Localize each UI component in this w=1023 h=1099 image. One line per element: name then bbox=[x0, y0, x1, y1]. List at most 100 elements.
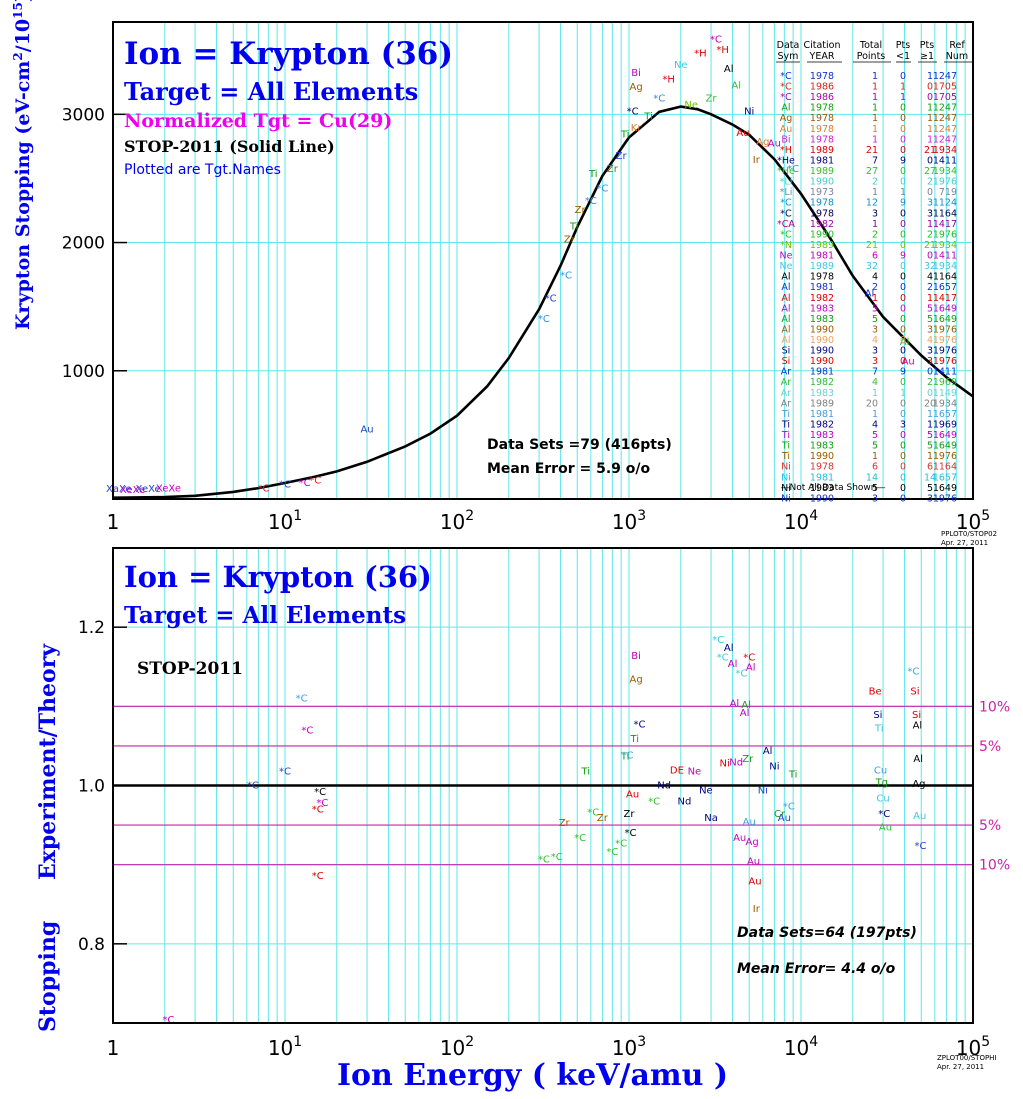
data-point-label: Ti bbox=[643, 111, 653, 122]
data-point-label: *C bbox=[633, 720, 645, 731]
table-cell: 719 bbox=[939, 187, 957, 198]
table-cell: 1976 bbox=[933, 229, 957, 240]
table-cell: 1164 bbox=[933, 208, 957, 219]
table-header: Sym bbox=[778, 51, 799, 62]
table-cell: 3 bbox=[927, 198, 933, 209]
bottom-y-tick-labels: 0.8 1.0 1.2 bbox=[78, 618, 105, 955]
x-tick-label: 105 bbox=[956, 1034, 990, 1060]
x-tick-label: 103 bbox=[612, 1034, 646, 1060]
data-point-label: Ti bbox=[620, 751, 630, 762]
table-cell: 0 bbox=[900, 324, 906, 335]
table-cell: 1983 bbox=[810, 303, 834, 314]
table-cell: Ti bbox=[781, 409, 790, 420]
table-cell: 3 bbox=[900, 419, 906, 430]
table-cell: 1983 bbox=[810, 314, 834, 325]
table-cell: 1 bbox=[872, 92, 878, 103]
table-cell: 1982 bbox=[810, 219, 834, 230]
table-cell: 1649 bbox=[933, 441, 957, 452]
table-cell: 1 bbox=[927, 293, 933, 304]
data-point-label: Ag bbox=[912, 779, 925, 790]
data-point-label: *C bbox=[560, 270, 572, 281]
table-cell: 0 bbox=[900, 177, 906, 188]
table-cell: 2 bbox=[927, 177, 933, 188]
table-cell: 1 bbox=[872, 409, 878, 420]
data-point-label: Si bbox=[912, 710, 921, 721]
data-point-label: XeXe bbox=[156, 483, 181, 494]
table-cell: 0 bbox=[900, 493, 906, 504]
bottom-target: Target = All Elements bbox=[124, 602, 406, 629]
data-point-label: Ir bbox=[753, 155, 761, 166]
data-point-label: *C bbox=[878, 809, 890, 820]
x-tick-label: 1 bbox=[107, 510, 120, 534]
data-point-label: *C bbox=[312, 871, 324, 882]
table-cell: 5 bbox=[872, 314, 878, 325]
table-cell: *He bbox=[777, 166, 795, 177]
x-axis-label: Ion Energy ( keV/amu ) bbox=[337, 1058, 728, 1093]
table-cell: 1247 bbox=[933, 124, 957, 135]
bottom-y-axis-label-line2: Experiment/Theory bbox=[35, 643, 61, 880]
data-point-label: *C bbox=[627, 106, 639, 117]
data-point-label: *C bbox=[710, 35, 722, 46]
table-cell: 3 bbox=[927, 356, 933, 367]
table-cell: 0 bbox=[927, 155, 933, 166]
table-cell: Au bbox=[780, 124, 793, 135]
table-cell: 1411 bbox=[933, 251, 957, 262]
table-cell: 1934 bbox=[933, 145, 957, 156]
bottom-x-tick-labels: 1 101 102 103 104 105 bbox=[107, 1034, 991, 1060]
data-point-label: Ni bbox=[744, 106, 754, 117]
table-cell: 1990 bbox=[810, 451, 834, 462]
table-cell: 1981 bbox=[810, 367, 834, 378]
table-cell: 0 bbox=[900, 229, 906, 240]
top-stop-label: STOP-2011 (Solid Line) bbox=[124, 137, 335, 156]
table-cell: 1164 bbox=[933, 272, 957, 283]
table-cell: 1 bbox=[900, 388, 906, 399]
table-cell: 3 bbox=[927, 324, 933, 335]
table-cell: *C bbox=[780, 82, 792, 93]
table-cell: 0 bbox=[900, 430, 906, 441]
table-cell: 1657 bbox=[933, 409, 957, 420]
table-cell: 2 bbox=[872, 229, 878, 240]
table-cell: 2 bbox=[872, 282, 878, 293]
table-header: Data bbox=[777, 40, 800, 51]
table-cell: 1978 bbox=[810, 208, 834, 219]
table-cell: 0 bbox=[900, 240, 906, 251]
data-point-label: Au bbox=[902, 356, 915, 367]
data-point-label: Cu bbox=[874, 766, 887, 777]
table-cell: 1 bbox=[872, 113, 878, 124]
data-point-label: *C bbox=[735, 668, 747, 679]
data-point-label: XaXe bbox=[106, 484, 132, 495]
x-tick-label: 102 bbox=[440, 508, 474, 534]
table-cell: 1982 bbox=[810, 377, 834, 388]
table-cell: 1 bbox=[872, 219, 878, 230]
data-point-label: Au bbox=[360, 424, 373, 435]
table-cell: 1989 bbox=[810, 261, 834, 272]
data-point-label: *C bbox=[783, 801, 795, 812]
data-point-label: *C bbox=[587, 808, 599, 819]
table-cell: 0 bbox=[900, 462, 906, 473]
table-cell: 1990 bbox=[810, 346, 834, 357]
table-cell: 0 bbox=[900, 356, 906, 367]
table-cell: Ag bbox=[780, 113, 793, 124]
top-stamp-line1: PPLOT0/STOP02 bbox=[941, 530, 997, 538]
table-cell: 0 bbox=[927, 388, 933, 399]
data-point-label: Al bbox=[746, 663, 756, 674]
table-cell: Ne bbox=[780, 251, 793, 262]
data-point-label: Zr bbox=[706, 94, 718, 105]
table-cell: 21 bbox=[866, 145, 878, 156]
table-cell: Al bbox=[781, 272, 790, 283]
data-point-label: *C bbox=[312, 804, 324, 815]
table-cell: 1978 bbox=[810, 71, 834, 82]
data-point-label: *C bbox=[787, 164, 799, 175]
table-cell: 0 bbox=[900, 145, 906, 156]
table-cell: 1989 bbox=[810, 166, 834, 177]
data-point-label: Au bbox=[768, 138, 781, 149]
data-point-label: *C bbox=[545, 294, 557, 305]
table-cell: 1983 bbox=[810, 483, 834, 494]
table-cell: *Li bbox=[780, 177, 793, 188]
data-point-label: Nd bbox=[729, 758, 743, 769]
table-cell: 0 bbox=[927, 251, 933, 262]
table-cell: *H bbox=[780, 145, 792, 156]
data-point-label: Au bbox=[778, 813, 791, 824]
table-header: Points bbox=[857, 51, 886, 62]
